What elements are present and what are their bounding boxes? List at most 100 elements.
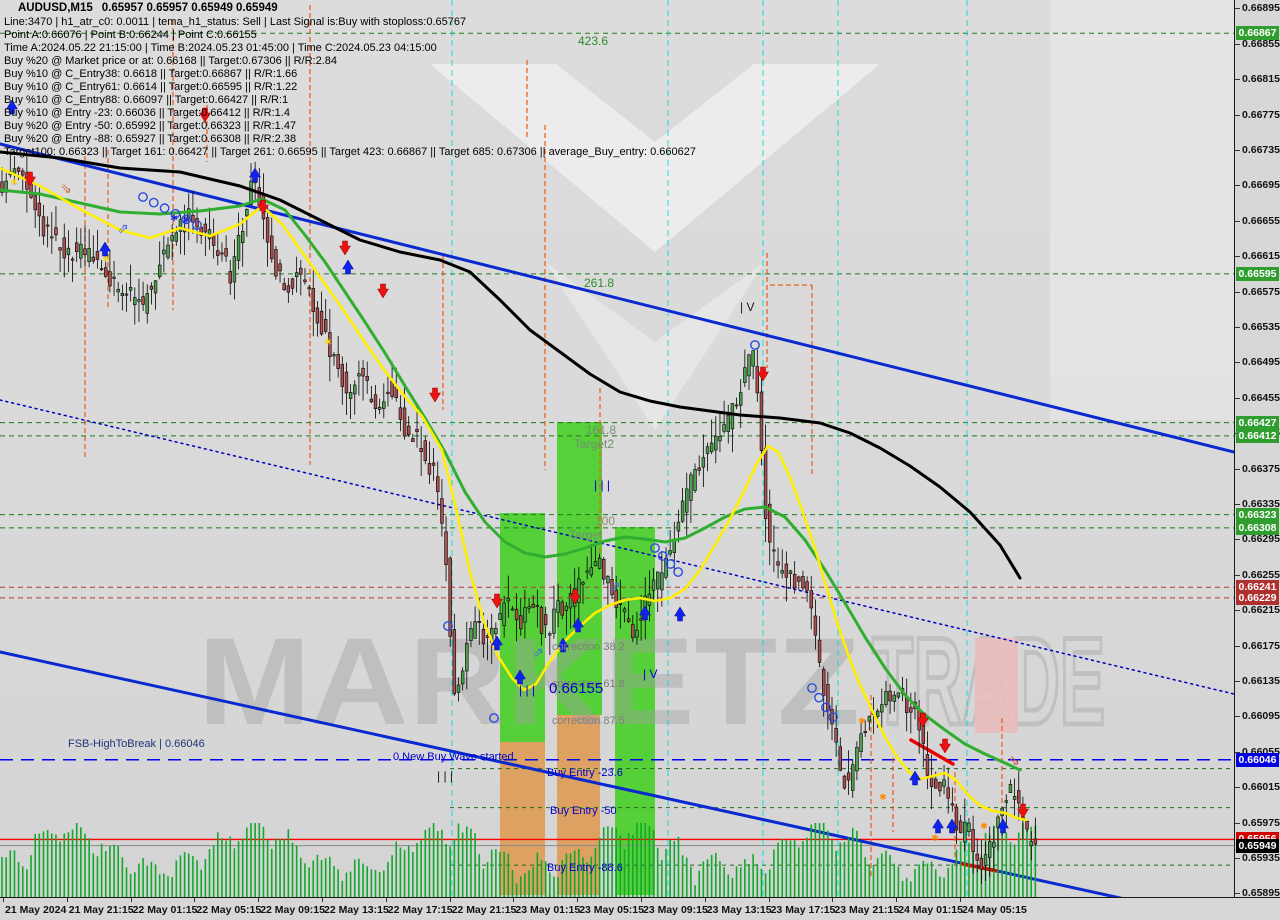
price-badge: 0.66229 <box>1236 590 1279 605</box>
circle-markers <box>138 192 838 723</box>
buy-arrow-icon <box>639 605 651 621</box>
price-tick <box>1235 256 1240 258</box>
chart-label: Buy Entry -88.6 <box>547 862 623 874</box>
price-tick <box>1235 893 1240 895</box>
buy-arrow-icon <box>514 669 526 685</box>
chart-plot-area[interactable]: MARKETZTRADE ✶ ✶ ✶ ✱ ✱ ✱ ✱ ✱ ✱ ⇘ ⇗ ⇗ ⇗ ⇘ AUDUSD,M15 0.6… <box>0 0 1234 897</box>
price-tick <box>1235 291 1240 293</box>
price-tick-label: 0.66535 <box>1242 321 1280 333</box>
time-tick <box>322 898 323 902</box>
price-tick-label: 0.66735 <box>1242 144 1280 156</box>
price-tick <box>1235 716 1240 718</box>
price-tick <box>1235 504 1240 505</box>
time-tick <box>577 898 579 902</box>
time-tick <box>194 898 196 902</box>
chart-label: correction 87.5 <box>552 715 625 727</box>
chart-title-line: AUDUSD,M15 0.65957 0.65957 0.65949 0.6594… <box>4 2 696 16</box>
time-tick-label: 22 May 05:15 <box>196 904 262 916</box>
svg-text:✱: ✱ <box>879 793 887 803</box>
chart-label: correction 38.2 <box>552 641 625 653</box>
time-tick-label: 23 May 05:15 <box>579 904 644 916</box>
price-tick <box>1235 79 1240 81</box>
time-tick-label: 22 May 13:15 <box>324 904 389 916</box>
time-tick <box>449 898 451 902</box>
chart-label: FSB-HighToBreak | 0.66046 <box>68 738 205 750</box>
price-badge: 0.66867 <box>1236 26 1279 41</box>
price-tick <box>1235 610 1240 612</box>
price-tick-label: 0.65895 <box>1242 887 1280 900</box>
price-badge: 0.66412 <box>1236 428 1279 443</box>
price-tick <box>1235 574 1240 576</box>
time-tick-label: 24 May 01:15 <box>898 904 963 916</box>
sell-arrow-icon <box>199 107 211 123</box>
price-tick-label: 0.66455 <box>1242 391 1280 404</box>
price-tick <box>1235 8 1240 10</box>
price-badge: 0.66595 <box>1236 266 1279 281</box>
price-tick <box>1235 539 1240 541</box>
price-tick-label: 0.66695 <box>1242 179 1280 192</box>
price-tick <box>1235 822 1240 824</box>
price-tick-label: 0.66775 <box>1242 108 1280 121</box>
chart-label: | | | <box>437 769 454 783</box>
watermark-text: MARKETZTRADE <box>198 611 1108 754</box>
price-tick <box>1235 751 1240 753</box>
svg-text:✱: ✱ <box>980 822 988 832</box>
svg-text:⇗: ⇗ <box>117 221 129 237</box>
price-badge: 0.66427 <box>1236 415 1279 430</box>
price-badge: 0.66046 <box>1236 752 1279 767</box>
svg-text:✶: ✶ <box>101 252 111 266</box>
sell-arrow-icon <box>24 171 36 187</box>
price-badge: 0.66308 <box>1236 520 1279 535</box>
buy-arrow-icon <box>342 259 354 275</box>
time-tick-label: 22 May 09:15 <box>260 904 325 916</box>
price-axis[interactable]: 0.66895 0.66855 0.66815 0.66775 0.66735 0.666… <box>1234 0 1280 900</box>
svg-text:⇘: ⇘ <box>60 181 72 197</box>
time-tick <box>258 898 260 902</box>
time-tick-label: 24 May 05:15 <box>962 904 1027 916</box>
time-tick <box>641 898 642 902</box>
price-tick <box>1235 468 1240 470</box>
info-line: Buy %10 @ C_Entry88: 0.66097 || Target:0… <box>4 94 289 106</box>
svg-text:✶: ✶ <box>323 335 333 349</box>
price-tick-label: 0.66215 <box>1242 604 1280 617</box>
symbol-timeframe: AUDUSD,M15 <box>18 2 93 14</box>
time-axis[interactable]: 21 May 2024 21 May 21:15 22 May 01:15 22 Ma… <box>0 897 1280 920</box>
price-tick-label: 0.66855 <box>1242 37 1280 50</box>
svg-text:⇗: ⇗ <box>609 579 621 595</box>
sell-arrow-icon <box>757 366 769 382</box>
chart-label: Target2 <box>574 437 615 451</box>
watermark-pink-block <box>975 638 1018 733</box>
buy-arrow-icon <box>491 635 503 651</box>
price-tick <box>1235 645 1240 647</box>
price-tick-label: 0.66255 <box>1242 568 1280 581</box>
info-line: Time A:2024.05.22 21:15:00 | Time B:2024… <box>4 42 437 54</box>
svg-text:⇘: ⇘ <box>1008 753 1020 769</box>
chart-label: 161.8 <box>586 423 617 437</box>
chart-label: | V <box>740 300 755 314</box>
price-tick <box>1235 185 1240 187</box>
price-tick-label: 0.66575 <box>1242 285 1280 298</box>
buy-arrow-icon <box>249 167 261 183</box>
ma-medium-green <box>0 188 1022 772</box>
time-tick-label: 21 May 2024 <box>5 904 67 916</box>
buy-arrow-icon <box>946 818 958 834</box>
time-tick-label: 23 May 21:15 <box>834 904 900 916</box>
time-tick-label: 23 May 01:15 <box>515 904 581 916</box>
sell-arrow-icon <box>569 589 581 605</box>
buy-arrow-icon <box>932 818 944 834</box>
price-tick <box>1235 114 1240 116</box>
sell-arrow-icon <box>257 199 269 215</box>
time-tick-label: 22 May 17:15 <box>387 904 453 916</box>
info-line: Line:3470 | h1_atr_c0: 0.0011 | tema_h1_… <box>4 16 467 28</box>
svg-text:✱: ✱ <box>182 216 190 226</box>
chart-label: | | | <box>594 478 611 492</box>
price-tick-label: 0.66615 <box>1242 250 1280 263</box>
price-tick <box>1235 787 1240 789</box>
chart-label: 423.6 <box>578 34 609 48</box>
price-badge: 0.65949 <box>1236 838 1279 853</box>
chart-label: Target <box>569 528 603 542</box>
ma-fast-yellow <box>0 166 1028 822</box>
price-tick-label: 0.66335 <box>1242 498 1280 510</box>
orange-dashed-segments <box>84 5 1003 878</box>
